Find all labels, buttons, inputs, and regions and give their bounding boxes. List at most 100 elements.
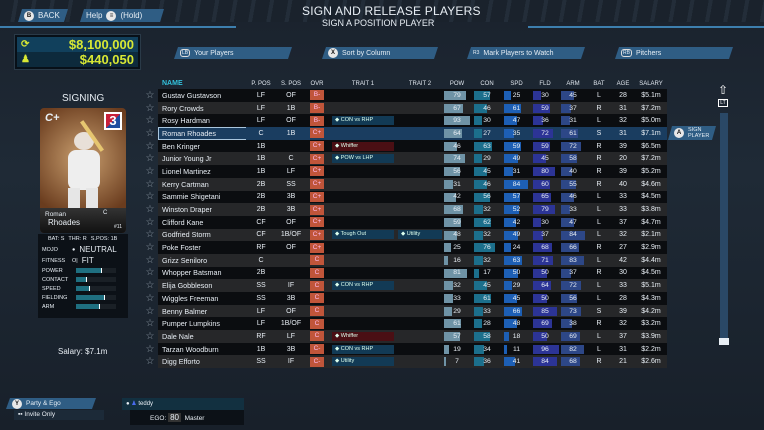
table-row[interactable]: ☆ Ben Kringer 1B C+ ◆ Whiffer 46 63 59 59 72 R 39 $6… bbox=[142, 139, 667, 153]
sign-player-button[interactable]: A SIGN PLAYER bbox=[668, 126, 716, 140]
watch-star-icon[interactable]: ☆ bbox=[145, 330, 155, 342]
trait-cell bbox=[398, 215, 442, 229]
arm-cell: 83 bbox=[559, 253, 587, 267]
column-header[interactable]: FLD bbox=[539, 80, 551, 87]
arm-bar bbox=[561, 332, 581, 342]
watch-star-icon[interactable]: ☆ bbox=[145, 267, 155, 279]
column-header[interactable]: OVR bbox=[310, 80, 324, 87]
watch-star-icon[interactable]: ☆ bbox=[145, 115, 155, 127]
watch-star-icon[interactable]: ☆ bbox=[145, 229, 155, 241]
page-title: SIGN AND RELEASE PLAYERS bbox=[302, 4, 481, 18]
table-row[interactable]: ☆ Wiggles Freeman SS 3B C 33 61 45 50 56 L 28 $4.3m bbox=[142, 292, 667, 305]
table-row[interactable]: ☆ Grizz Seniloro C C 16 32 63 71 83 L 42 $4.4m bbox=[142, 253, 667, 267]
fld-bar bbox=[533, 179, 550, 189]
back-button[interactable]: B BACK bbox=[18, 9, 68, 22]
table-row[interactable]: ☆ Sammie Shigetani 2B 3B C+ 42 56 57 65 46 L 33 $4.5… bbox=[142, 190, 667, 204]
table-row[interactable]: ☆ Rory Crowds LF 1B B- 67 46 61 59 37 R 31 $7.2m bbox=[142, 101, 667, 115]
bats: S bbox=[587, 304, 611, 318]
spd-bar bbox=[504, 357, 516, 367]
table-row[interactable]: ☆ Tarzan Woodburn 1B 3B C- ◆ CON vs RHP 19 34 11… bbox=[142, 342, 667, 356]
table-row[interactable]: ☆ Kerry Cartman 2B SS C+ 31 46 84 60 55 R 40 $4.6m bbox=[142, 177, 667, 191]
column-header[interactable]: SPD bbox=[510, 80, 523, 87]
watch-star-icon[interactable]: ☆ bbox=[145, 165, 155, 177]
con-bar bbox=[474, 192, 490, 202]
scrollbar-thumb[interactable] bbox=[719, 338, 729, 345]
con-bar bbox=[474, 167, 487, 177]
pow-value: 67 bbox=[453, 104, 461, 112]
trait-cell bbox=[398, 355, 442, 369]
watch-star-icon[interactable]: ☆ bbox=[145, 140, 155, 152]
watch-star-icon[interactable]: ☆ bbox=[145, 254, 155, 266]
watch-star-icon[interactable]: ☆ bbox=[145, 280, 155, 292]
table-row[interactable]: ☆ Winston Draper 2B 3B C+ 68 32 52 79 33 L 33 $3.8m bbox=[142, 203, 667, 216]
table-row[interactable]: ☆ Poke Foster RF OF C+ 25 76 24 68 66 R 27 $2.9m bbox=[142, 241, 667, 254]
help-button[interactable]: Help ≡ (Hold) bbox=[80, 9, 164, 22]
tab-pitchers[interactable]: RB Pitchers bbox=[615, 47, 733, 59]
watch-star-icon[interactable]: ☆ bbox=[145, 242, 155, 254]
watch-star-icon[interactable]: ☆ bbox=[145, 204, 155, 216]
bats: L bbox=[587, 253, 611, 267]
fld-bar bbox=[533, 319, 553, 329]
tab-your-players[interactable]: LB Your Players bbox=[174, 47, 292, 59]
table-row[interactable]: ☆ Lionel Martinez 1B LF C+ 56 45 31 80 40 R 39 $5.2m bbox=[142, 165, 667, 178]
watch-star-icon[interactable]: ☆ bbox=[145, 153, 155, 165]
spd-bar bbox=[504, 179, 528, 189]
table-row[interactable]: ☆ Digg Efforto SS IF C- ◆ Utility 7 36 41 84 68 R 21… bbox=[142, 355, 667, 369]
arm-bar bbox=[561, 167, 573, 177]
column-header[interactable]: ARM bbox=[566, 80, 580, 87]
pow-cell: 32 bbox=[442, 279, 472, 292]
scroll-up-lt-icon[interactable]: ⇧ LT bbox=[717, 83, 729, 107]
player-card: C+ 3 Roman Rhoades C #11 bbox=[40, 108, 126, 233]
con-bar bbox=[474, 116, 483, 126]
table-row[interactable]: ☆ Pumper Lumpkins LF 1B/OF C 61 28 48 69 38 R 32 $3.… bbox=[142, 317, 667, 331]
watch-star-icon[interactable]: ☆ bbox=[145, 191, 155, 203]
con-value: 32 bbox=[483, 231, 491, 239]
table-row[interactable]: ☆ Roman Rhoades C 1B C+ 64 27 35 72 61 S 31 $7.1m bbox=[142, 127, 667, 140]
b-button-icon: B bbox=[24, 11, 34, 21]
watch-star-icon[interactable]: ☆ bbox=[145, 343, 155, 355]
pow-bar bbox=[444, 205, 464, 215]
watch-star-icon[interactable]: ☆ bbox=[145, 216, 155, 228]
watch-star-icon[interactable]: ☆ bbox=[145, 318, 155, 330]
table-row[interactable]: ☆ Rosy Hardman LF OF B- ◆ CON vs RHP 93 30 47 36 3… bbox=[142, 114, 667, 128]
watch-star-icon[interactable]: ☆ bbox=[145, 127, 155, 139]
column-header[interactable]: POW bbox=[449, 80, 465, 87]
tab-sort-by-column[interactable]: X Sort by Column bbox=[322, 47, 438, 59]
watch-star-icon[interactable]: ☆ bbox=[145, 356, 155, 368]
column-header[interactable]: NAME bbox=[162, 80, 183, 87]
fld-bar bbox=[533, 116, 544, 126]
table-row[interactable]: ☆ Gustav Gustavson LF OF B- 79 57 25 30 45 L 28 $5.1… bbox=[142, 89, 667, 102]
fld-bar bbox=[533, 281, 551, 291]
arm-cell: 72 bbox=[559, 279, 587, 292]
column-header[interactable]: S. POS bbox=[280, 80, 301, 87]
con-bar bbox=[474, 319, 482, 329]
skill-label: FIELDING bbox=[42, 294, 68, 301]
fld-value: 50 bbox=[541, 332, 549, 340]
table-row[interactable]: ☆ Whopper Batsman 2B C 81 17 50 50 37 R 30 $4.5m bbox=[142, 266, 667, 280]
table-row[interactable]: ☆ Clifford Kane CF OF C+ 59 62 42 30 47 L 37 $4.7m bbox=[142, 215, 667, 229]
tab-mark-players[interactable]: R3 Mark Players to Watch bbox=[467, 47, 585, 59]
column-header[interactable]: AGE bbox=[616, 80, 630, 87]
scrollbar[interactable] bbox=[720, 113, 728, 345]
table-row[interactable]: ☆ Junior Young Jr 1B C C+ ◆ POW vs LHP 74 29 49 4… bbox=[142, 152, 667, 166]
watch-star-icon[interactable]: ☆ bbox=[145, 89, 155, 101]
watch-star-icon[interactable]: ☆ bbox=[145, 292, 155, 304]
con-cell: 27 bbox=[472, 127, 502, 140]
column-header[interactable]: TRAIT 2 bbox=[408, 80, 432, 87]
watch-star-icon[interactable]: ☆ bbox=[145, 305, 155, 317]
party-ego-button[interactable]: Y Party & Ego bbox=[6, 398, 96, 409]
watch-star-icon[interactable]: ☆ bbox=[145, 102, 155, 114]
table-row[interactable]: ☆ Elija Gobbleson SS IF C ◆ CON vs RHP 32 45 29 6… bbox=[142, 279, 667, 292]
overall-cell: C+ bbox=[306, 241, 328, 254]
overall-badge: C+ bbox=[310, 141, 324, 152]
table-row[interactable]: ☆ Godfried Storm CF 1B/OF C+ ◆ Tough Out ◆ Uti… bbox=[142, 228, 667, 242]
column-header[interactable]: CON bbox=[480, 80, 494, 87]
column-header[interactable]: BAT bbox=[593, 80, 605, 87]
watch-star-icon[interactable]: ☆ bbox=[145, 178, 155, 190]
column-header[interactable]: P. POS bbox=[251, 80, 271, 87]
column-header[interactable]: TRAIT 1 bbox=[351, 80, 375, 87]
con-value: 45 bbox=[483, 282, 491, 290]
column-header[interactable]: SALARY bbox=[639, 80, 663, 87]
table-row[interactable]: ☆ Dale Nale RF LF C ◆ Whiffer 57 58 18 50 69 L 37 $3.… bbox=[142, 330, 667, 343]
table-row[interactable]: ☆ Benny Balmer LF OF C 29 33 66 85 73 S 39 $4.2m bbox=[142, 304, 667, 318]
